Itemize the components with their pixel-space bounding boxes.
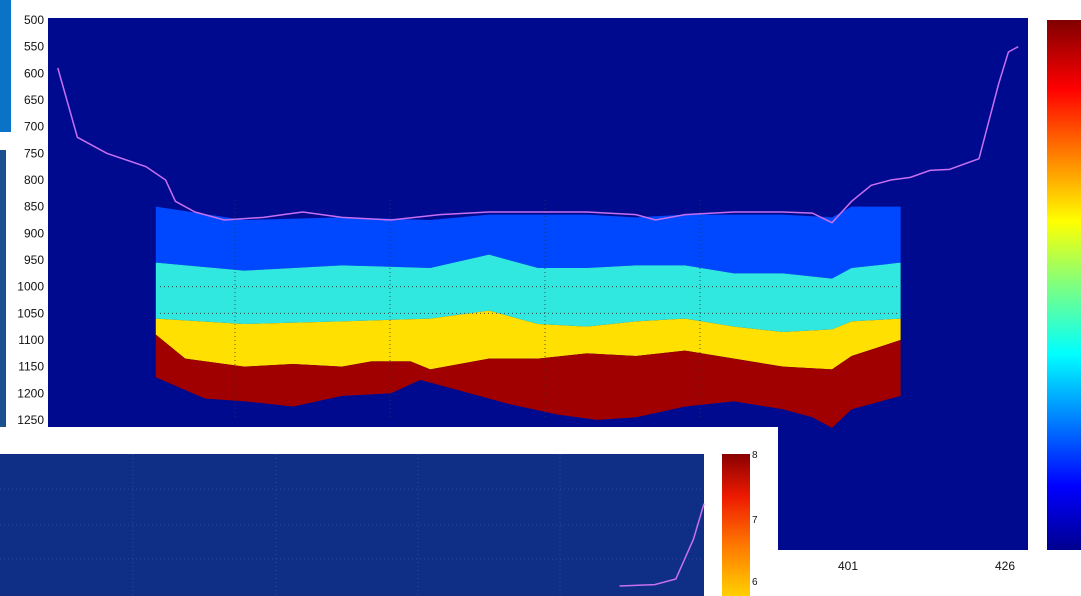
left-window-edge-lower: [0, 150, 6, 430]
overlay-heatmap-chart: 8 7 6: [0, 450, 758, 596]
x-axis-ticks: 401 426: [838, 559, 1015, 573]
overlay-colorbar-tick-label: 6: [752, 577, 758, 588]
y-tick-label: 850: [24, 200, 44, 214]
x-tick-label: 401: [838, 559, 858, 573]
grid-lines: [160, 200, 900, 420]
depth-line: [57, 46, 1019, 224]
y-tick-label: 800: [24, 173, 44, 187]
y-tick-label: 550: [24, 40, 44, 54]
y-tick-label: 1000: [17, 280, 44, 294]
band-cyan: [155, 254, 901, 332]
y-tick-label: 900: [24, 226, 44, 240]
overlay-chart-window: 8 7 6: [0, 427, 778, 596]
y-tick-label: 1150: [18, 360, 44, 374]
y-tick-label: 650: [24, 93, 44, 107]
band-top: [155, 206, 901, 279]
x-tick-label: 426: [995, 559, 1015, 573]
overlay-colorbar: [722, 454, 750, 596]
y-tick-label: 750: [24, 146, 44, 160]
y-tick-label: 950: [24, 253, 44, 267]
overlay-depth-line: [619, 503, 705, 587]
overlay-colorbar-ticks: 8 7 6: [752, 450, 758, 588]
band-yellow: [155, 310, 901, 370]
y-tick-label: 1050: [17, 306, 44, 320]
band-bottom: [155, 377, 901, 428]
y-tick-label: 600: [24, 66, 44, 80]
y-tick-label: 500: [24, 13, 44, 27]
y-tick-label: 1200: [17, 386, 44, 400]
overlay-colorbar-tick-label: 7: [752, 515, 758, 526]
y-axis-ticks: 500 550 600 650 700 750 800 850 900 950 1000 1050 11…: [17, 13, 44, 427]
y-tick-label: 1250: [17, 413, 44, 427]
overlay-grid-lines: [0, 454, 704, 596]
band-red: [155, 334, 901, 428]
colorbar: [1047, 20, 1081, 550]
y-tick-label: 700: [24, 120, 44, 134]
y-tick-label: 1100: [18, 333, 44, 347]
overlay-colorbar-tick-label: 8: [752, 450, 758, 461]
left-window-edge: [0, 0, 11, 132]
heatmap-bands: [155, 206, 901, 428]
